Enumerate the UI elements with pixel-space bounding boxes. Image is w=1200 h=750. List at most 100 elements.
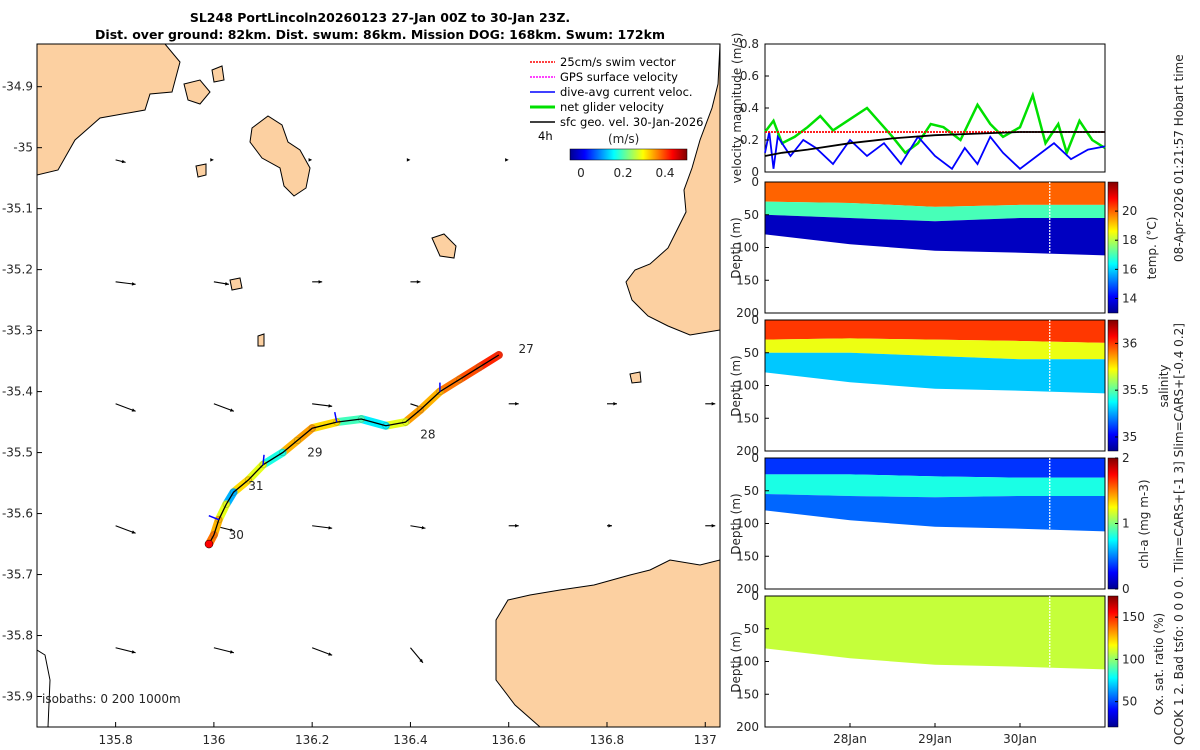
- chlorophyll-section: 0 50 100 150 200 0 1 2: [736, 451, 1130, 596]
- sfc-vector-head: [131, 650, 136, 654]
- map-x-axis: 135.8 136 136.2 136.4 136.6 136.8 137: [98, 722, 717, 747]
- velocity-y-axis: 0 0.2 0.4 0.6 0.8: [740, 37, 769, 179]
- dive-current-vector: [208, 514, 220, 521]
- legend-label-swim: 25cm/s swim vector: [560, 55, 676, 69]
- section-colorbar: [1107, 319, 1119, 452]
- depth-tick-label: 0: [751, 313, 759, 327]
- colorbar-tick-label: 1: [1122, 517, 1130, 531]
- chlorophyll-ylabel: Depth (m): [729, 493, 743, 554]
- dive-current-vector: [333, 411, 338, 423]
- colorbar-tick-label: 36: [1122, 336, 1137, 350]
- legend-entry-gps: GPS surface velocity: [530, 70, 678, 84]
- velocity-y-tick-label: 0.4: [740, 101, 759, 115]
- sfc-vector-head: [225, 282, 229, 286]
- velocity-y-tick-label: 0: [751, 165, 759, 179]
- section-layer: [765, 201, 1105, 222]
- salinity-section: 0 50 100 150 200 35 35.5 36: [736, 313, 1149, 458]
- depth-tick-label: 50: [744, 346, 759, 360]
- sfc-vector-head: [131, 530, 136, 534]
- dive-current-vector: [262, 454, 265, 465]
- section-layer: [765, 494, 1105, 532]
- sfc-vector-head: [229, 408, 234, 412]
- depth-tick-label: 50: [744, 208, 759, 222]
- sfc-vector-head: [416, 280, 421, 284]
- map-x-tick-label: 137: [694, 733, 717, 747]
- colorbar-tick-label: 14: [1122, 291, 1137, 305]
- glider-track: [204, 351, 503, 549]
- depth-tick-label: 200: [736, 444, 759, 458]
- section-layer: [765, 320, 1105, 343]
- legend-entry-net: net glider velocity: [530, 100, 664, 114]
- section-layer: [765, 474, 1105, 498]
- velocity-frame: [764, 43, 1106, 173]
- sfc-vector-head: [711, 524, 716, 528]
- depth-tick-label: 200: [736, 720, 759, 734]
- map-y-tick-label: -35.6: [2, 507, 33, 521]
- velocity-series-line: [764, 91, 1106, 157]
- section-layer: [765, 458, 1105, 478]
- colorbar-tick-label: 35: [1122, 430, 1137, 444]
- land-south-east: [495, 559, 720, 727]
- island-small-a: [195, 163, 207, 178]
- colorbar-tick-2: 0.4: [655, 166, 674, 180]
- colorbar-unit-label: (m/s): [608, 132, 639, 146]
- day-label: 27: [519, 342, 534, 356]
- speed-colorbar: [569, 148, 688, 161]
- depth-tick-label: 200: [736, 306, 759, 320]
- legend-label-net: net glider velocity: [560, 100, 664, 114]
- sfc-vector-head: [328, 652, 333, 656]
- map-land: [37, 44, 720, 727]
- velocity-ylabel: velocity magnitude (m/s): [730, 33, 744, 184]
- legend-entry-swim: 25cm/s swim vector: [530, 55, 676, 69]
- sfc-vector-head: [229, 528, 234, 532]
- sfc-vector-head: [229, 650, 234, 654]
- map-panel: 135.8 136 136.2 136.4 136.6 136.8 137 -34.9 -35…: [2, 43, 721, 747]
- day-label: 30: [229, 528, 244, 542]
- track-point: [495, 351, 503, 359]
- sfc-vector-head: [131, 282, 136, 286]
- depth-tick-label: 0: [751, 175, 759, 189]
- colorbar-tick-0: 0: [577, 166, 585, 180]
- depth-tick-label: 100: [736, 517, 759, 531]
- velocity-y-tick-label: 0.8: [740, 37, 759, 51]
- sfc-vector-head: [131, 408, 136, 412]
- sfc-vector-head: [505, 158, 509, 162]
- depth-tick-label: 100: [736, 379, 759, 393]
- island-small-b: [431, 233, 457, 259]
- time-x-axis: 28Jan 29Jan 30Jan: [833, 723, 1037, 746]
- map-y-axis: -34.9 -35 -35.1 -35.2 -35.3 -35.4 -35.5 -35.6 -3…: [2, 80, 42, 704]
- legend-label-dive: dive-avg current veloc.: [560, 85, 693, 99]
- time-tick-label: 28Jan: [833, 732, 867, 746]
- map-y-tick-label: -35.3: [2, 324, 33, 338]
- sfc-vector-head: [515, 524, 519, 528]
- map-x-tick-label: 136.4: [393, 733, 427, 747]
- legend-label-gps: GPS surface velocity: [560, 70, 678, 84]
- sfc-vector-head: [210, 158, 214, 162]
- depth-tick-label: 50: [744, 622, 759, 636]
- depth-tick-label: 0: [751, 451, 759, 465]
- oxygen-panel: 0 50 100 150 200 50 100 150 Depth (m) Ox. sat. …: [729, 589, 1166, 734]
- section-layer: [765, 214, 1105, 256]
- depth-tick-label: 150: [736, 411, 759, 425]
- colorbar-tick-label: 16: [1122, 262, 1137, 276]
- map-x-tick-label: 136.6: [492, 733, 526, 747]
- chlorophyll-colorbar-label: chl-a (mg m-3): [1137, 479, 1151, 568]
- sfc-vector-head: [608, 524, 612, 528]
- map-y-tick-label: -35: [13, 141, 33, 155]
- oxygen-colorbar-label: Ox. sat. ratio (%): [1152, 613, 1166, 715]
- map-y-tick-label: -35.7: [2, 568, 33, 582]
- velocity-series: [764, 91, 1106, 171]
- temperature-section: 0 50 100 150 200 14 16 18 20: [736, 175, 1137, 320]
- legend-entry-sfc: sfc geo. vel. 30-Jan-2026: [530, 115, 704, 129]
- time-tick-label: 30Jan: [1003, 732, 1037, 746]
- section-colorbar: [1107, 181, 1119, 314]
- map-y-tick-label: -34.9: [2, 80, 33, 94]
- map-x-tick-label: 135.8: [98, 733, 132, 747]
- colorbar-tick-label: 2: [1122, 451, 1130, 465]
- colorbar-tick-label: 50: [1122, 695, 1137, 709]
- sfc-vector-head: [328, 404, 333, 408]
- day-labels: 27 28 29 31 30: [229, 342, 534, 542]
- legend-entry-dive: dive-avg current veloc.: [530, 85, 693, 99]
- land-east-peninsula: [625, 44, 720, 336]
